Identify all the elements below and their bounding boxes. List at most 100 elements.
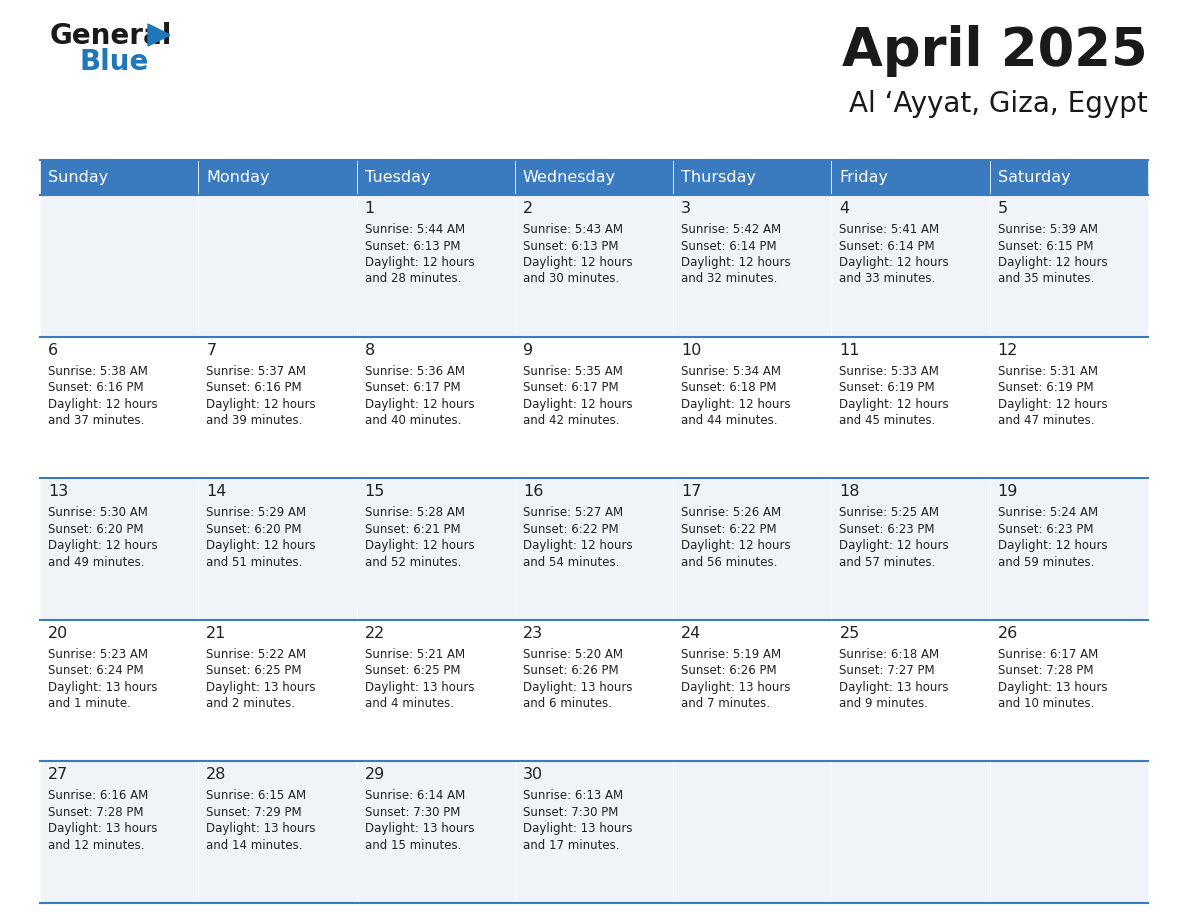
Text: Sunrise: 6:18 AM: Sunrise: 6:18 AM [840, 648, 940, 661]
Text: 20: 20 [48, 626, 68, 641]
Text: General: General [50, 22, 172, 50]
Text: Sunset: 6:20 PM: Sunset: 6:20 PM [48, 522, 144, 536]
Bar [990, 160, 1148, 195]
Text: Daylight: 13 hours: Daylight: 13 hours [681, 681, 791, 694]
Text: Daylight: 12 hours: Daylight: 12 hours [840, 256, 949, 269]
Text: and 54 minutes.: and 54 minutes. [523, 555, 619, 568]
Text: Al ‘Ayyat, Giza, Egypt: Al ‘Ayyat, Giza, Egypt [849, 90, 1148, 118]
Text: Daylight: 12 hours: Daylight: 12 hours [207, 397, 316, 410]
Text: 25: 25 [840, 626, 860, 641]
Text: Sunset: 6:23 PM: Sunset: 6:23 PM [998, 522, 1093, 536]
Text: and 47 minutes.: and 47 minutes. [998, 414, 1094, 427]
Bar [832, 195, 990, 337]
Text: and 32 minutes.: and 32 minutes. [681, 273, 777, 285]
Bar [990, 337, 1148, 478]
Text: and 56 minutes.: and 56 minutes. [681, 555, 777, 568]
Text: 5: 5 [998, 201, 1007, 216]
Text: Daylight: 12 hours: Daylight: 12 hours [681, 539, 791, 553]
Text: Sunrise: 6:16 AM: Sunrise: 6:16 AM [48, 789, 148, 802]
Bar [674, 195, 832, 337]
Text: Daylight: 13 hours: Daylight: 13 hours [998, 681, 1107, 694]
Text: Saturday: Saturday [998, 170, 1070, 185]
Bar [198, 761, 356, 903]
Text: Sunrise: 5:39 AM: Sunrise: 5:39 AM [998, 223, 1098, 236]
Bar [514, 620, 674, 761]
Text: and 33 minutes.: and 33 minutes. [840, 273, 936, 285]
Text: Daylight: 13 hours: Daylight: 13 hours [840, 681, 949, 694]
Text: and 30 minutes.: and 30 minutes. [523, 273, 619, 285]
Text: Sunset: 6:17 PM: Sunset: 6:17 PM [523, 381, 619, 394]
Text: Sunset: 6:25 PM: Sunset: 6:25 PM [365, 665, 460, 677]
Text: and 59 minutes.: and 59 minutes. [998, 555, 1094, 568]
Text: Sunrise: 5:36 AM: Sunrise: 5:36 AM [365, 364, 465, 377]
Text: and 37 minutes.: and 37 minutes. [48, 414, 145, 427]
Bar [514, 160, 674, 195]
Text: Sunset: 6:13 PM: Sunset: 6:13 PM [523, 240, 619, 252]
Text: Sunset: 6:16 PM: Sunset: 6:16 PM [48, 381, 144, 394]
Text: 29: 29 [365, 767, 385, 782]
Text: Sunrise: 6:14 AM: Sunrise: 6:14 AM [365, 789, 465, 802]
Text: Sunset: 6:22 PM: Sunset: 6:22 PM [681, 522, 777, 536]
Text: Sunset: 7:30 PM: Sunset: 7:30 PM [523, 806, 618, 819]
Text: Sunrise: 5:22 AM: Sunrise: 5:22 AM [207, 648, 307, 661]
Text: Sunset: 6:26 PM: Sunset: 6:26 PM [681, 665, 777, 677]
Text: Sunrise: 5:26 AM: Sunrise: 5:26 AM [681, 506, 782, 520]
Text: 22: 22 [365, 626, 385, 641]
Text: Thursday: Thursday [681, 170, 756, 185]
Text: and 28 minutes.: and 28 minutes. [365, 273, 461, 285]
Text: Sunrise: 6:15 AM: Sunrise: 6:15 AM [207, 789, 307, 802]
Text: Sunrise: 5:43 AM: Sunrise: 5:43 AM [523, 223, 623, 236]
Text: Sunrise: 5:34 AM: Sunrise: 5:34 AM [681, 364, 782, 377]
Text: Daylight: 12 hours: Daylight: 12 hours [681, 397, 791, 410]
Text: Daylight: 12 hours: Daylight: 12 hours [523, 256, 632, 269]
Text: Sunrise: 5:19 AM: Sunrise: 5:19 AM [681, 648, 782, 661]
Bar [198, 337, 356, 478]
Text: Sunset: 7:29 PM: Sunset: 7:29 PM [207, 806, 302, 819]
Bar [674, 761, 832, 903]
Text: Monday: Monday [207, 170, 270, 185]
Text: Sunrise: 5:20 AM: Sunrise: 5:20 AM [523, 648, 623, 661]
Text: Sunset: 6:26 PM: Sunset: 6:26 PM [523, 665, 619, 677]
Bar [832, 160, 990, 195]
Bar [832, 478, 990, 620]
Text: Sunset: 6:22 PM: Sunset: 6:22 PM [523, 522, 619, 536]
Text: Daylight: 12 hours: Daylight: 12 hours [681, 256, 791, 269]
Bar [356, 337, 514, 478]
Text: Sunset: 6:14 PM: Sunset: 6:14 PM [681, 240, 777, 252]
Bar [198, 160, 356, 195]
Text: April 2025: April 2025 [842, 25, 1148, 77]
Bar [356, 195, 514, 337]
Text: 10: 10 [681, 342, 702, 358]
Text: Daylight: 12 hours: Daylight: 12 hours [998, 397, 1107, 410]
Bar [356, 160, 514, 195]
Text: and 7 minutes.: and 7 minutes. [681, 698, 770, 711]
Text: Daylight: 12 hours: Daylight: 12 hours [998, 256, 1107, 269]
Text: Sunset: 6:25 PM: Sunset: 6:25 PM [207, 665, 302, 677]
Text: and 10 minutes.: and 10 minutes. [998, 698, 1094, 711]
Text: Daylight: 12 hours: Daylight: 12 hours [998, 539, 1107, 553]
Bar [40, 761, 198, 903]
Text: and 6 minutes.: and 6 minutes. [523, 698, 612, 711]
Bar [356, 761, 514, 903]
Text: Daylight: 12 hours: Daylight: 12 hours [207, 539, 316, 553]
Text: Sunrise: 5:23 AM: Sunrise: 5:23 AM [48, 648, 148, 661]
Text: 8: 8 [365, 342, 375, 358]
Text: Sunrise: 5:38 AM: Sunrise: 5:38 AM [48, 364, 147, 377]
Text: Daylight: 12 hours: Daylight: 12 hours [365, 397, 474, 410]
Text: and 45 minutes.: and 45 minutes. [840, 414, 936, 427]
Text: Sunrise: 5:44 AM: Sunrise: 5:44 AM [365, 223, 465, 236]
Text: and 52 minutes.: and 52 minutes. [365, 555, 461, 568]
Text: and 9 minutes.: and 9 minutes. [840, 698, 929, 711]
Text: 14: 14 [207, 484, 227, 499]
Text: Sunrise: 5:28 AM: Sunrise: 5:28 AM [365, 506, 465, 520]
Bar [514, 195, 674, 337]
Bar [356, 620, 514, 761]
Text: Sunrise: 6:13 AM: Sunrise: 6:13 AM [523, 789, 623, 802]
Polygon shape [148, 24, 170, 46]
Text: Sunrise: 5:31 AM: Sunrise: 5:31 AM [998, 364, 1098, 377]
Text: Daylight: 13 hours: Daylight: 13 hours [207, 681, 316, 694]
Text: 6: 6 [48, 342, 58, 358]
Text: Sunset: 6:15 PM: Sunset: 6:15 PM [998, 240, 1093, 252]
Bar [832, 761, 990, 903]
Text: 4: 4 [840, 201, 849, 216]
